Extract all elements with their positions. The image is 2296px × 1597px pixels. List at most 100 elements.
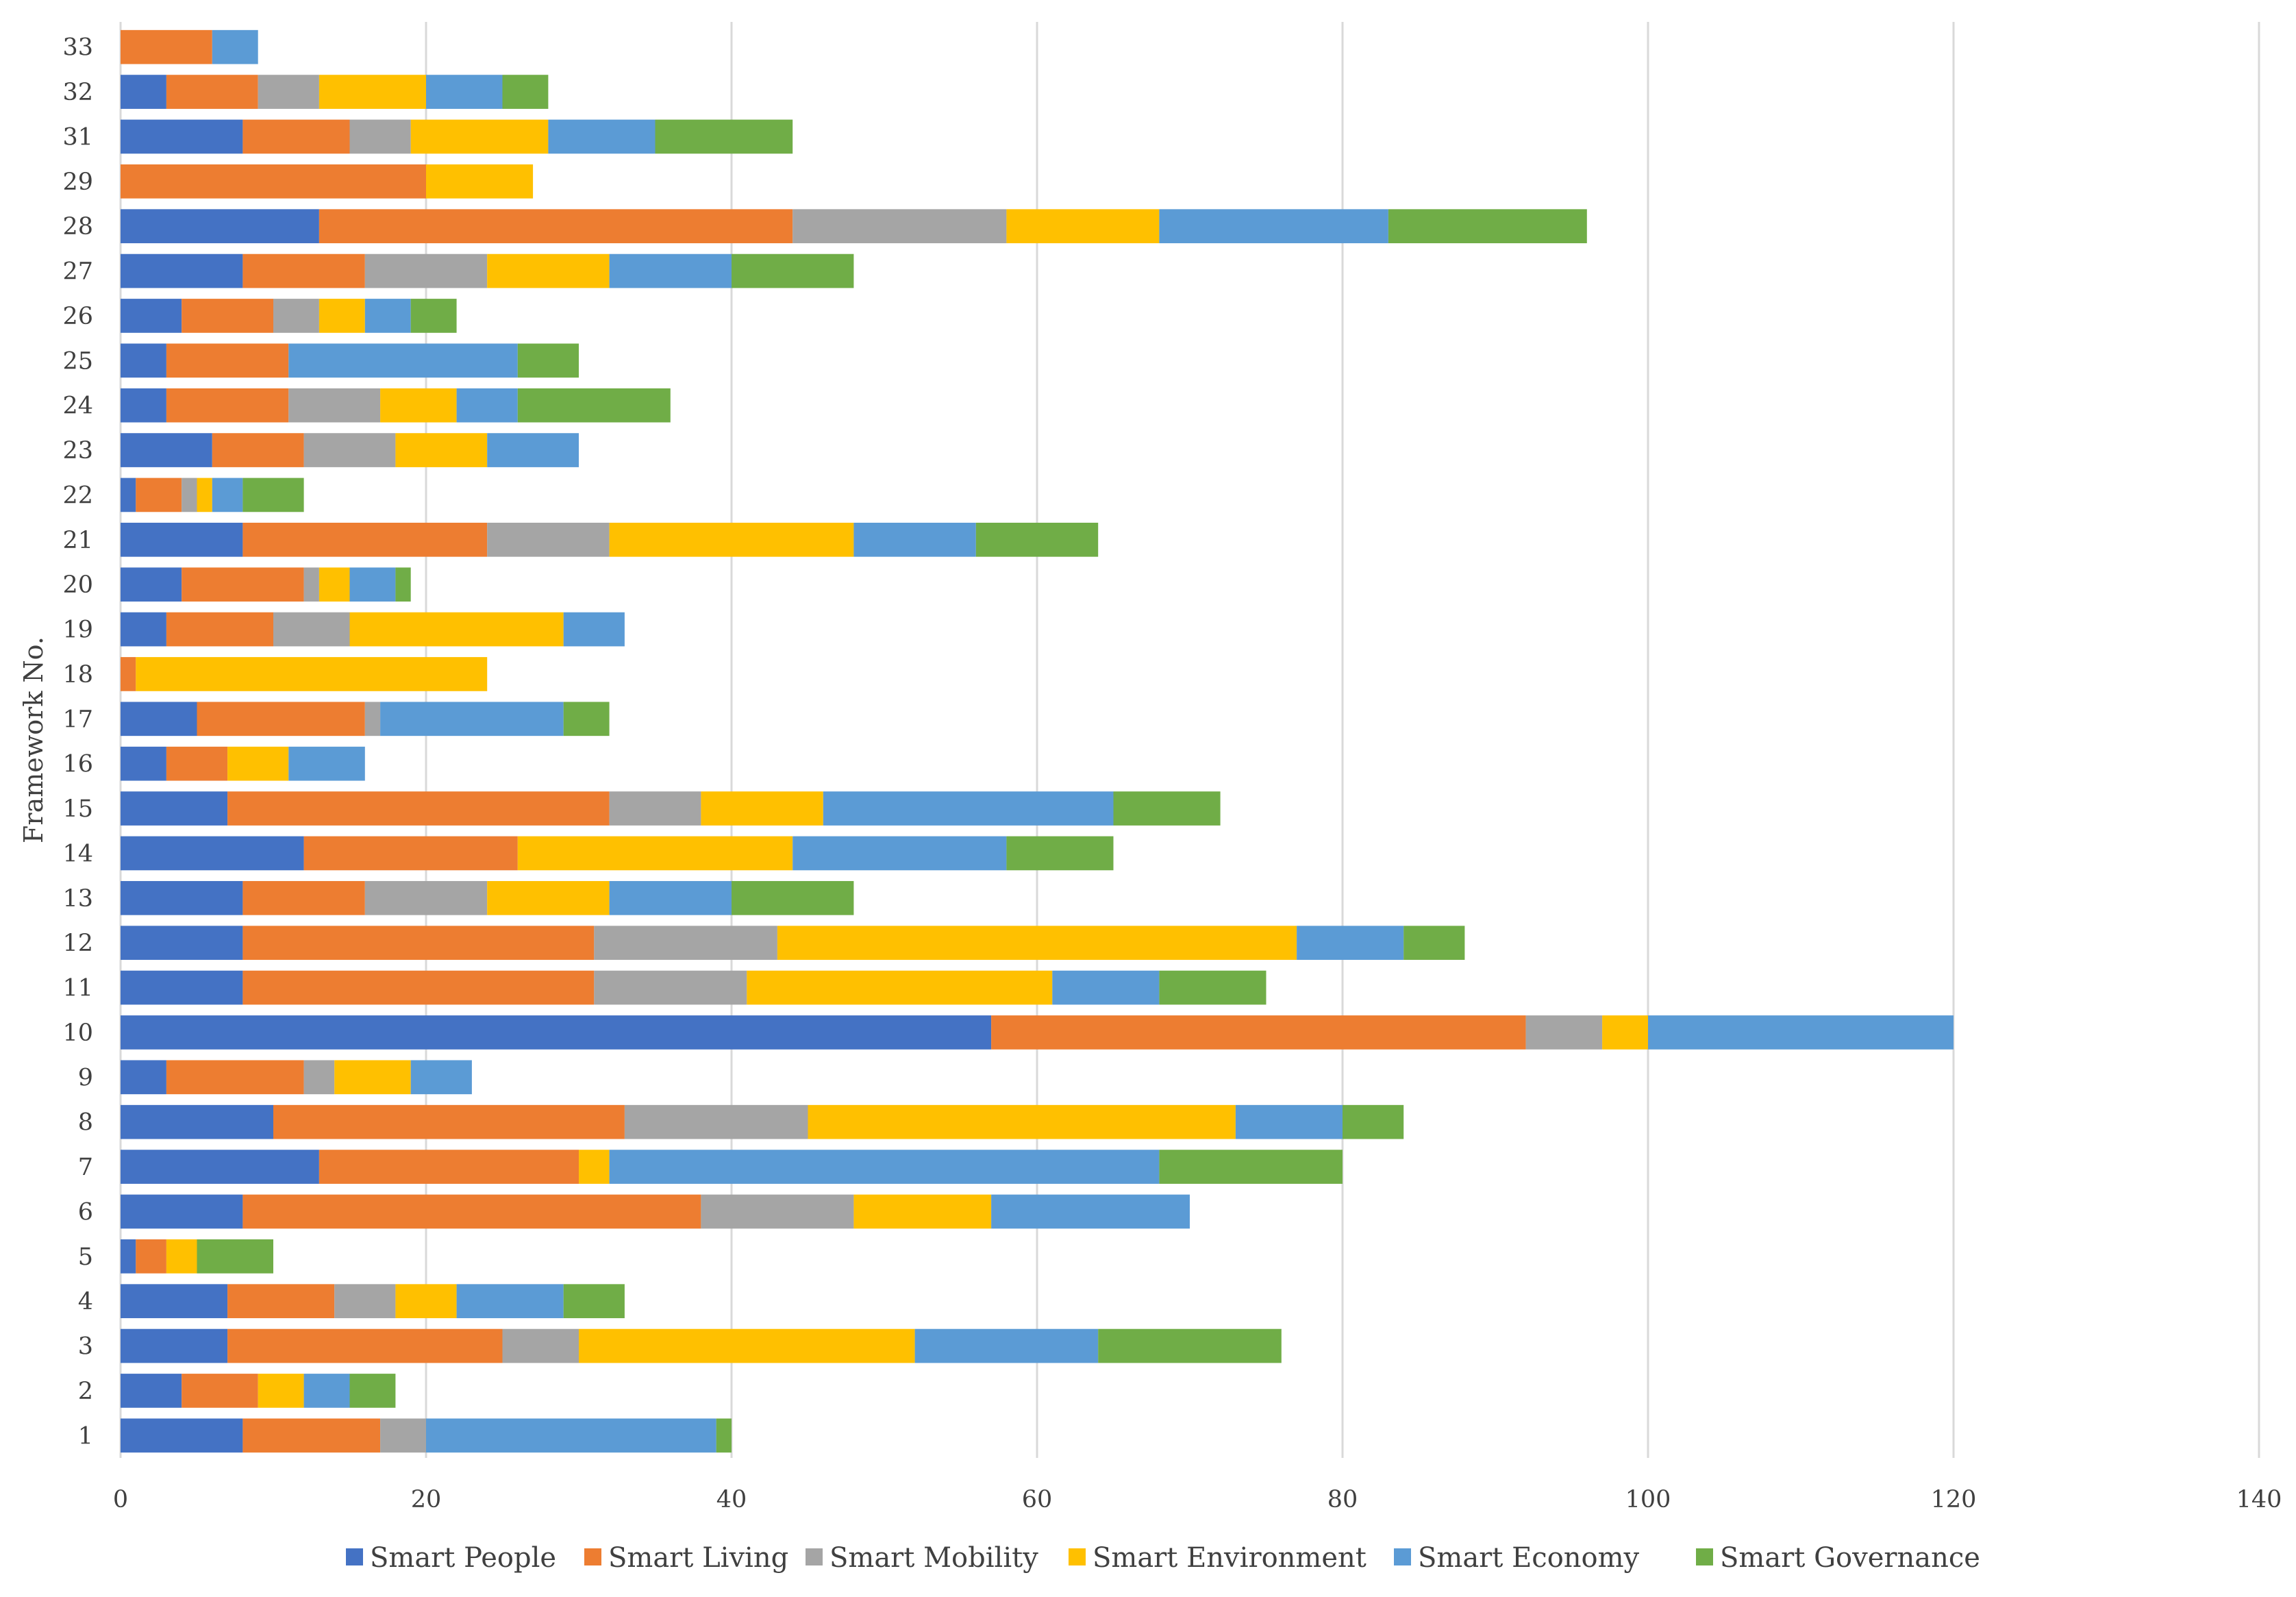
bar-29-smart-environment bbox=[426, 164, 534, 199]
y-tick-label-27: 27 bbox=[62, 258, 93, 286]
bar-29-smart-living bbox=[121, 164, 426, 199]
bar-31-smart-governance bbox=[655, 119, 793, 154]
bar-28-smart-living bbox=[319, 209, 793, 244]
bar-1-smart-economy bbox=[426, 1418, 716, 1453]
x-axis-tick-labels: 0 20 40 60 80 100 120 140 bbox=[113, 1486, 2282, 1513]
bar-20-smart-environment bbox=[319, 567, 350, 602]
bar-32-smart-environment bbox=[319, 75, 426, 109]
bar-24-smart-governance bbox=[517, 388, 671, 423]
y-tick-label-4: 4 bbox=[78, 1288, 93, 1315]
bar-12-smart-living bbox=[242, 926, 595, 961]
bar-15-smart-living bbox=[227, 791, 610, 826]
bar-5-smart-people bbox=[121, 1239, 136, 1274]
bar-11-smart-environment bbox=[747, 970, 1053, 1005]
bar-23-smart-environment bbox=[395, 433, 488, 467]
bar-19-smart-economy bbox=[563, 612, 625, 647]
bar-31-smart-people bbox=[121, 119, 243, 154]
x-tick-label-80: 80 bbox=[1327, 1486, 1358, 1513]
bar-22-smart-environment bbox=[197, 478, 212, 512]
legend-swatch-smart-living bbox=[584, 1548, 601, 1565]
y-tick-label-29: 29 bbox=[62, 169, 93, 196]
bar-24-smart-environment bbox=[380, 388, 457, 423]
legend-swatch-smart-governance bbox=[1696, 1548, 1713, 1565]
bar-18-smart-living bbox=[121, 657, 136, 691]
bar-14-smart-governance bbox=[1006, 836, 1114, 871]
bar-11-smart-governance bbox=[1159, 970, 1266, 1005]
bar-13-smart-governance bbox=[732, 880, 854, 915]
bar-11-smart-economy bbox=[1052, 970, 1160, 1005]
bar-22-smart-people bbox=[121, 478, 136, 512]
bar-3-smart-economy bbox=[914, 1328, 1099, 1363]
bar-23-smart-people bbox=[121, 433, 212, 467]
bar-16-smart-living bbox=[166, 746, 228, 781]
bar-32-smart-mobility bbox=[258, 75, 319, 109]
bar-31-smart-environment bbox=[410, 119, 549, 154]
bar-20-smart-economy bbox=[349, 567, 396, 602]
bar-7-smart-living bbox=[319, 1150, 579, 1184]
bar-13-smart-environment bbox=[487, 880, 610, 915]
bar-13-smart-people bbox=[121, 880, 243, 915]
bar-3-smart-living bbox=[227, 1328, 503, 1363]
bar-14-smart-people bbox=[121, 836, 304, 871]
bar-21-smart-living bbox=[242, 522, 488, 557]
bar-1-smart-living bbox=[242, 1418, 381, 1453]
bar-24-smart-people bbox=[121, 388, 166, 423]
bar-10-smart-living bbox=[991, 1015, 1526, 1050]
x-tick-label-120: 120 bbox=[1931, 1486, 1977, 1513]
y-tick-label-14: 14 bbox=[62, 840, 93, 867]
bar-21-smart-people bbox=[121, 522, 243, 557]
bar-2-smart-governance bbox=[349, 1374, 396, 1408]
bar-3-smart-mobility bbox=[502, 1328, 579, 1363]
bar-32-smart-living bbox=[166, 75, 258, 109]
bar-27-smart-people bbox=[121, 253, 243, 288]
bar-26-smart-environment bbox=[319, 299, 365, 333]
bar-9-smart-mobility bbox=[303, 1060, 335, 1095]
y-tick-label-19: 19 bbox=[62, 617, 93, 644]
bar-8-smart-environment bbox=[808, 1104, 1236, 1139]
bar-12-smart-economy bbox=[1297, 926, 1404, 961]
bar-7-smart-people bbox=[121, 1150, 319, 1184]
x-tick-label-100: 100 bbox=[1625, 1486, 1671, 1513]
y-tick-label-7: 7 bbox=[78, 1154, 93, 1181]
bar-7-smart-governance bbox=[1159, 1150, 1343, 1184]
bar-17-smart-mobility bbox=[364, 702, 381, 736]
y-tick-label-15: 15 bbox=[62, 795, 93, 823]
bar-27-smart-living bbox=[242, 253, 365, 288]
y-tick-label-17: 17 bbox=[62, 706, 93, 733]
legend-label-smart-economy: Smart Economy bbox=[1418, 1542, 1640, 1574]
bar-18-smart-environment bbox=[136, 657, 488, 691]
bar-10-smart-economy bbox=[1648, 1015, 1954, 1050]
bar-10-smart-mobility bbox=[1525, 1015, 1603, 1050]
bar-24-smart-living bbox=[166, 388, 289, 423]
bar-24-smart-mobility bbox=[288, 388, 381, 423]
legend-label-smart-people: Smart People bbox=[370, 1542, 556, 1574]
bar-32-smart-economy bbox=[426, 75, 503, 109]
bar-27-smart-economy bbox=[609, 253, 732, 288]
bar-19-smart-people bbox=[121, 612, 166, 647]
x-tick-label-20: 20 bbox=[411, 1486, 442, 1513]
legend-swatch-smart-economy bbox=[1394, 1548, 1411, 1565]
bar-20-smart-living bbox=[182, 567, 304, 602]
y-tick-label-18: 18 bbox=[62, 661, 93, 689]
bar-2-smart-environment bbox=[258, 1374, 304, 1408]
bar-21-smart-economy bbox=[853, 522, 976, 557]
x-tick-label-60: 60 bbox=[1022, 1486, 1053, 1513]
bar-15-smart-economy bbox=[823, 791, 1114, 826]
bar-26-smart-governance bbox=[410, 299, 457, 333]
bar-1-smart-mobility bbox=[380, 1418, 426, 1453]
bar-17-smart-governance bbox=[563, 702, 610, 736]
bar-4-smart-people bbox=[121, 1284, 228, 1319]
bar-1-smart-people bbox=[121, 1418, 243, 1453]
x-tick-label-140: 140 bbox=[2236, 1486, 2282, 1513]
bar-20-smart-people bbox=[121, 567, 182, 602]
bar-32-smart-people bbox=[121, 75, 166, 109]
bar-25-smart-economy bbox=[288, 343, 518, 378]
y-tick-label-20: 20 bbox=[62, 571, 93, 599]
bar-23-smart-economy bbox=[487, 433, 579, 467]
bar-4-smart-governance bbox=[563, 1284, 625, 1319]
y-tick-label-6: 6 bbox=[78, 1198, 93, 1226]
bar-28-smart-economy bbox=[1159, 209, 1388, 244]
y-tick-label-3: 3 bbox=[78, 1333, 93, 1361]
bar-23-smart-living bbox=[212, 433, 304, 467]
bar-26-smart-economy bbox=[364, 299, 411, 333]
